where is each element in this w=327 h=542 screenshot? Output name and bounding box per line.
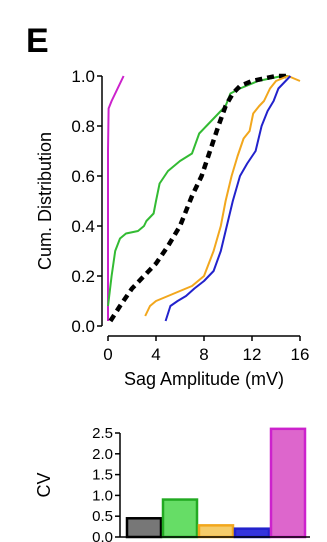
cv-bar-2 [161,498,199,539]
cdf-series-line-1 [107,75,125,321]
cv-y-tick-label: 1.5 [92,467,113,484]
cdf-x-tick-label: 4 [151,345,160,364]
cv-bar-4 [233,527,271,539]
cdf-series-line-2 [107,75,288,307]
cdf-y-tick-label: 0.0 [71,317,95,336]
cv-y-ticks: 0.0 0.5 1.0 1.5 2.0 2.5 [92,425,120,542]
cv-bar-chart: 0.0 0.5 1.0 1.5 2.0 2.5 CV [34,425,310,542]
cv-y-axis-title: CV [34,472,54,497]
cdf-x-tick-label: 0 [103,345,112,364]
cdf-x-tick-label: 16 [291,345,310,364]
cdf-x-tick-label: 12 [243,345,262,364]
cdf-x-axis-title: Sag Amplitude (mV) [124,369,284,389]
cdf-x-ticks: 0 4 8 12 16 [103,336,309,364]
cv-y-tick-label: 0.0 [92,529,113,542]
cdf-chart: 0.0 0.2 0.4 0.6 0.8 1.0 0 4 8 12 16 Cum. Distribu… [35,67,309,389]
cv-y-tick-label: 2.0 [92,446,113,463]
cv-bar-5 [269,427,307,539]
cv-bar-1 [125,517,163,539]
cv-bar-3 [197,524,235,539]
cv-y-tick-label: 0.5 [92,508,113,525]
cdf-y-ticks: 0.0 0.2 0.4 0.6 0.8 1.0 [71,67,102,336]
cdf-y-tick-label: 0.4 [71,217,95,236]
cdf-series-line-5 [164,75,292,322]
cdf-series-group [107,73,301,323]
cdf-x-tick-label: 8 [199,345,208,364]
panel-label: E [26,22,49,60]
cv-bars [125,427,307,539]
cdf-series-line-3 [108,73,288,323]
cdf-y-tick-label: 0.8 [71,117,95,136]
cv-y-tick-label: 2.5 [92,425,113,442]
cdf-y-axis-title: Cum. Distribution [35,132,55,270]
cdf-y-tick-label: 0.6 [71,167,95,186]
cdf-y-tick-label: 0.2 [71,267,95,286]
cdf-series-line-4 [144,75,301,317]
cdf-y-tick-label: 1.0 [71,67,95,86]
cv-y-tick-label: 1.0 [92,487,113,504]
